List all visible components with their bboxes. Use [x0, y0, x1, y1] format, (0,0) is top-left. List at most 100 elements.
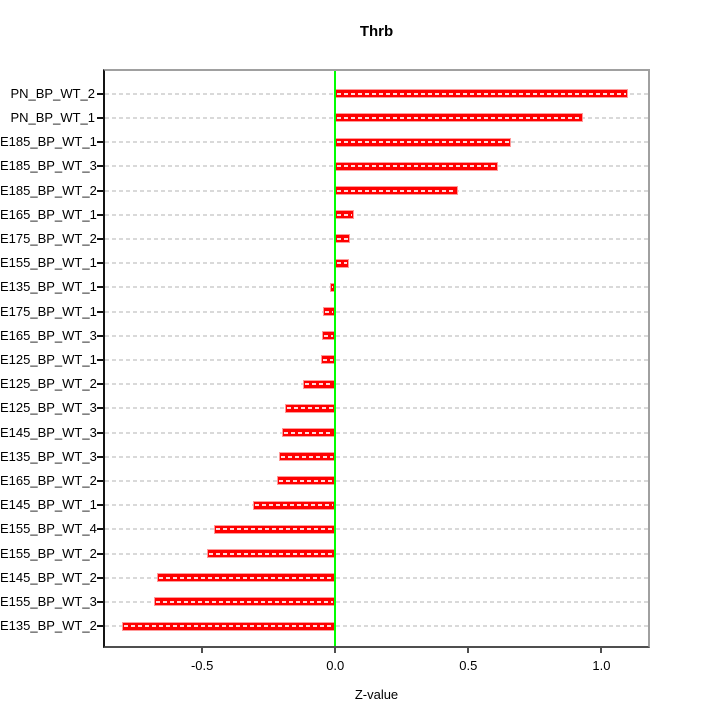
y-tick — [97, 310, 105, 313]
bar — [279, 452, 336, 462]
bar-dash-pattern — [337, 237, 348, 240]
y-axis-label: E175_BP_WT_1 — [0, 303, 97, 319]
y-tick — [97, 141, 105, 144]
grid-line — [105, 286, 648, 289]
grid-line — [105, 455, 648, 458]
chart-title: Thrb — [359, 23, 394, 40]
y-tick — [97, 189, 105, 192]
y-axis-label: E175_BP_WT_2 — [0, 230, 97, 246]
y-axis-label: E125_BP_WT_1 — [0, 351, 97, 367]
y-axis-label: E165_BP_WT_1 — [0, 206, 97, 222]
x-tick — [467, 646, 470, 653]
bar-dash-pattern — [337, 165, 496, 168]
x-tick-label: 1.0 — [592, 658, 611, 673]
y-axis-label: E125_BP_WT_3 — [0, 400, 97, 416]
bar — [335, 210, 354, 220]
zero-line — [334, 71, 337, 646]
x-tick — [600, 646, 603, 653]
bar-dash-pattern — [254, 504, 334, 507]
y-tick — [97, 334, 105, 337]
y-axis-label: E185_BP_WT_3 — [0, 158, 97, 174]
bar — [335, 234, 350, 244]
y-tick — [97, 479, 105, 482]
bar — [335, 161, 498, 171]
bar-dash-pattern — [322, 358, 334, 361]
x-tick-label: -0.5 — [190, 658, 214, 673]
bar-dash-pattern — [331, 286, 334, 289]
y-axis-label: E155_BP_WT_2 — [0, 545, 97, 561]
grid-line — [105, 213, 648, 216]
grid-line — [105, 552, 648, 555]
y-axis-label: E165_BP_WT_3 — [0, 327, 97, 343]
bar — [335, 113, 583, 123]
y-axis-label: E145_BP_WT_1 — [0, 497, 97, 513]
y-tick — [97, 600, 105, 603]
y-tick — [97, 213, 105, 216]
grid-line — [105, 431, 648, 434]
x-tick-label: 0.5 — [459, 658, 478, 673]
y-tick — [97, 528, 105, 531]
bar — [284, 403, 336, 413]
bar — [252, 500, 336, 510]
x-tick — [201, 646, 204, 653]
bar-dash-pattern — [156, 600, 334, 603]
y-tick — [97, 165, 105, 168]
bar-dash-pattern — [158, 576, 334, 579]
grid-line — [105, 407, 648, 410]
y-axis-label: E125_BP_WT_2 — [0, 376, 97, 392]
grid-line — [105, 334, 648, 337]
bar-dash-pattern — [324, 310, 334, 313]
grid-line — [105, 310, 648, 313]
y-axis-label: E155_BP_WT_4 — [0, 521, 97, 537]
bar — [156, 573, 336, 583]
y-axis-label: E145_BP_WT_3 — [0, 424, 97, 440]
y-tick — [97, 262, 105, 265]
bar — [320, 355, 336, 365]
grid-line — [105, 479, 648, 482]
bar-dash-pattern — [337, 189, 456, 192]
y-axis-label: E145_BP_WT_2 — [0, 569, 97, 585]
bar — [303, 379, 336, 389]
grid-line — [105, 528, 648, 531]
x-axis-label: Z-value — [354, 687, 399, 702]
bar-dash-pattern — [209, 552, 334, 555]
bar-dash-pattern — [337, 262, 347, 265]
y-axis-label: PN_BP_WT_2 — [10, 85, 95, 101]
y-tick — [97, 455, 105, 458]
bar — [335, 89, 629, 99]
bar — [335, 186, 458, 195]
bar — [335, 258, 349, 268]
bar — [276, 476, 336, 486]
bar-dash-pattern — [337, 92, 627, 95]
y-tick — [97, 576, 105, 579]
x-tick — [334, 646, 337, 653]
plot-area — [103, 69, 650, 648]
bar — [122, 621, 336, 631]
y-tick — [97, 407, 105, 410]
grid-line — [105, 600, 648, 603]
bar-dash-pattern — [286, 407, 334, 410]
bar-dash-pattern — [337, 116, 581, 119]
y-axis-label: E135_BP_WT_1 — [0, 279, 97, 295]
y-axis-label: E185_BP_WT_1 — [0, 134, 97, 150]
bar-dash-pattern — [337, 213, 352, 216]
y-axis-label: PN_BP_WT_1 — [10, 109, 95, 125]
x-tick-label: 0.0 — [326, 658, 345, 673]
y-tick — [97, 116, 105, 119]
y-axis-label: E185_BP_WT_2 — [0, 182, 97, 198]
y-tick — [97, 504, 105, 507]
bar — [154, 597, 336, 607]
y-tick — [97, 431, 105, 434]
y-tick — [97, 92, 105, 95]
y-tick — [97, 383, 105, 386]
grid-line — [105, 237, 648, 240]
bar-dash-pattern — [278, 479, 334, 482]
bar — [335, 137, 511, 147]
y-axis-label: E155_BP_WT_1 — [0, 255, 97, 271]
grid-line — [105, 504, 648, 507]
grid-line — [105, 576, 648, 579]
bar — [282, 428, 336, 437]
y-axis-label: E155_BP_WT_3 — [0, 593, 97, 609]
y-tick — [97, 237, 105, 240]
